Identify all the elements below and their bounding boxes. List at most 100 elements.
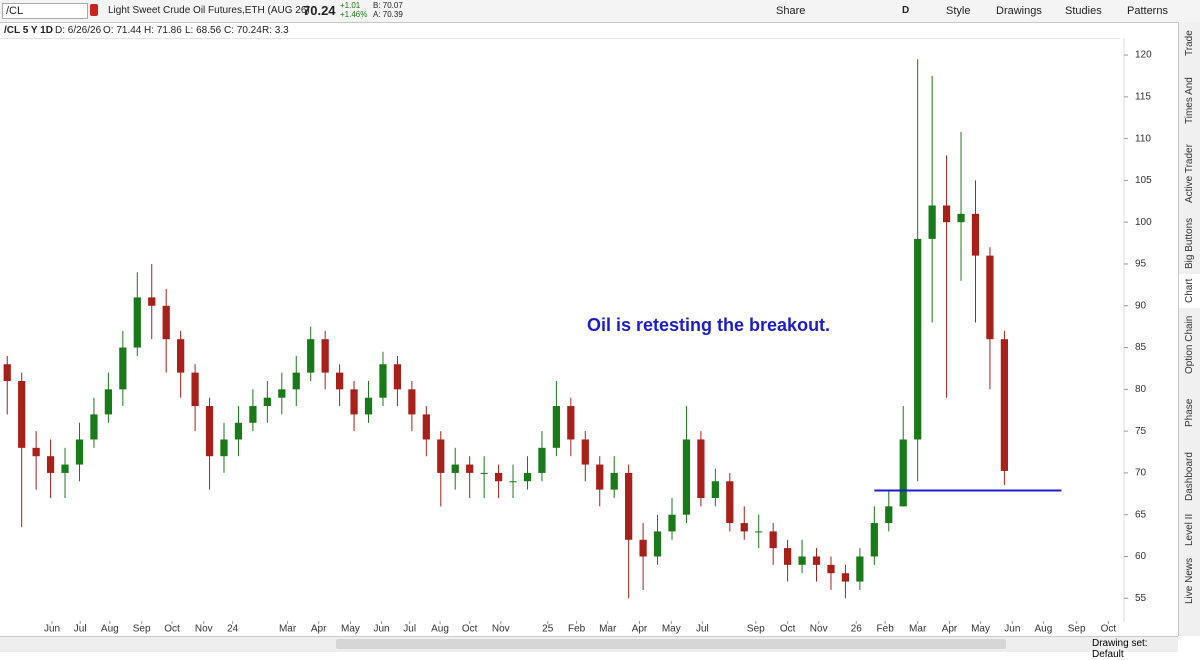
candle-body — [451, 464, 459, 473]
candle-body — [755, 531, 763, 533]
x-tick-label: Sep — [747, 624, 765, 635]
x-tick-label: Jul — [74, 624, 87, 635]
candle-body — [32, 447, 40, 457]
alert-icon — [90, 4, 98, 16]
sidebar: Trade Times And Sales Active Trader Big … — [1178, 22, 1200, 636]
candle-body — [61, 464, 69, 473]
candle-body — [191, 372, 199, 407]
chart-label: /CL 5 Y 1D — [4, 25, 53, 36]
period-button[interactable]: D — [902, 5, 910, 16]
symbol[interactable]: /CL — [6, 5, 24, 17]
candle-body — [552, 406, 560, 448]
candle-body — [46, 456, 55, 473]
y-tick-label: 105 — [1135, 175, 1152, 186]
chart: Oil is retesting the breakout. 55 60 65 70 7… — [3, 38, 1152, 635]
x-tick-label: Aug — [101, 624, 119, 635]
x-tick-label: Oct — [1101, 624, 1117, 635]
candle-body — [422, 414, 430, 440]
candle-body — [827, 564, 835, 574]
x-tick-label: Jul — [696, 624, 709, 635]
candle-body — [885, 506, 893, 524]
x-tick-label: Sep — [1068, 624, 1086, 635]
candle-body — [162, 305, 170, 340]
y-tick-label: 120 — [1135, 50, 1152, 61]
candle-body — [480, 472, 488, 474]
x-tick-label: Oct — [462, 624, 478, 635]
bid: B: 70.07 — [373, 1, 403, 10]
candle-body — [596, 464, 604, 490]
candle-body — [379, 364, 387, 398]
candle-body — [784, 548, 792, 565]
scrollbar[interactable] — [336, 639, 1006, 649]
toolbar: /CL Light Sweet Crude Oil Futures,ETH (A… — [0, 0, 1200, 23]
drawing-set[interactable]: Drawing set: Default — [1092, 638, 1148, 660]
side-tab[interactable]: Dashboard — [1184, 452, 1195, 502]
x-tick-label: 26 — [851, 624, 863, 635]
info-range: R: 3.3 — [262, 25, 289, 36]
candle-body — [567, 406, 575, 440]
candle-body — [133, 297, 141, 348]
x-tick-label: Sep — [133, 624, 151, 635]
x-tick-label: Mar — [909, 624, 927, 635]
x-tick-label: 25 — [542, 624, 554, 635]
side-tab[interactable]: Option Chain — [1184, 315, 1195, 375]
x-tick-label: Feb — [877, 624, 895, 635]
candle-body — [90, 414, 98, 440]
x-tick-label: May — [971, 624, 990, 635]
patterns-button[interactable]: Patterns — [1127, 5, 1168, 17]
x-tick-label: Jul — [403, 624, 416, 635]
side-tab[interactable]: Trade — [1184, 30, 1195, 56]
x-tick-label: Jun — [373, 624, 389, 635]
candle-body — [986, 255, 994, 340]
side-tab[interactable]: Times And Sales — [1184, 77, 1195, 125]
x-tick-label: Apr — [311, 624, 327, 635]
side-tab[interactable]: Phase Scores — [1184, 398, 1195, 428]
candle-body — [639, 539, 647, 557]
y-tick-label: 115 — [1135, 91, 1151, 102]
candle-body — [740, 523, 748, 532]
candle-body — [437, 439, 445, 473]
style-button[interactable]: Style — [946, 5, 971, 17]
side-tab[interactable]: Live News — [1184, 557, 1195, 605]
candle-body — [18, 380, 26, 448]
candle-body — [75, 439, 84, 465]
side-tab[interactable]: Level II — [1184, 513, 1195, 547]
candle-body — [682, 439, 691, 515]
y-tick-label: 85 — [1135, 342, 1147, 353]
y-tick-label: 80 — [1135, 384, 1147, 395]
drawings-button[interactable]: Drawings — [996, 5, 1042, 17]
candle-body — [220, 439, 228, 457]
ask: A: 70.39 — [373, 10, 403, 19]
description: Light Sweet Crude Oil Futures,ETH (AUG 2… — [108, 5, 310, 16]
candle-body — [870, 523, 878, 557]
info-date: D: 6/26/26 — [55, 25, 102, 36]
candle-body — [769, 531, 777, 549]
change: +1.01 — [340, 1, 361, 10]
candle-body — [466, 464, 474, 473]
symbol-box[interactable] — [2, 3, 88, 19]
studies-button[interactable]: Studies — [1065, 5, 1102, 17]
side-tab[interactable]: Chart — [1179, 274, 1200, 308]
share-button[interactable]: Share — [776, 5, 806, 17]
side-tab[interactable]: Big Buttons — [1184, 217, 1195, 269]
y-tick-label: 110 — [1135, 133, 1151, 144]
last-price: 70.24 — [303, 3, 336, 18]
candle-body — [408, 389, 416, 415]
x-tick-label: Aug — [1035, 624, 1053, 635]
candle-body — [234, 422, 243, 440]
y-tick-label: 55 — [1135, 593, 1147, 604]
candle-body — [971, 213, 980, 256]
annotation: Oil is retesting the breakout. — [587, 315, 830, 335]
candle-body — [957, 213, 965, 223]
candle-body — [148, 297, 156, 306]
info-bar: /CL 5 Y 1D D: 6/26/26 O: 71.44 H: 71.86 … — [0, 22, 1120, 39]
side-tab[interactable]: Active Trader — [1184, 144, 1195, 204]
x-tick-label: Mar — [279, 624, 297, 635]
x-tick-label: May — [662, 624, 681, 635]
candle-body — [711, 481, 719, 498]
info-low: L: 68.56 — [185, 25, 222, 36]
candle-body — [494, 472, 503, 482]
x-tick-label: Oct — [164, 624, 180, 635]
candle-body — [653, 531, 662, 557]
candle-body — [104, 389, 112, 415]
